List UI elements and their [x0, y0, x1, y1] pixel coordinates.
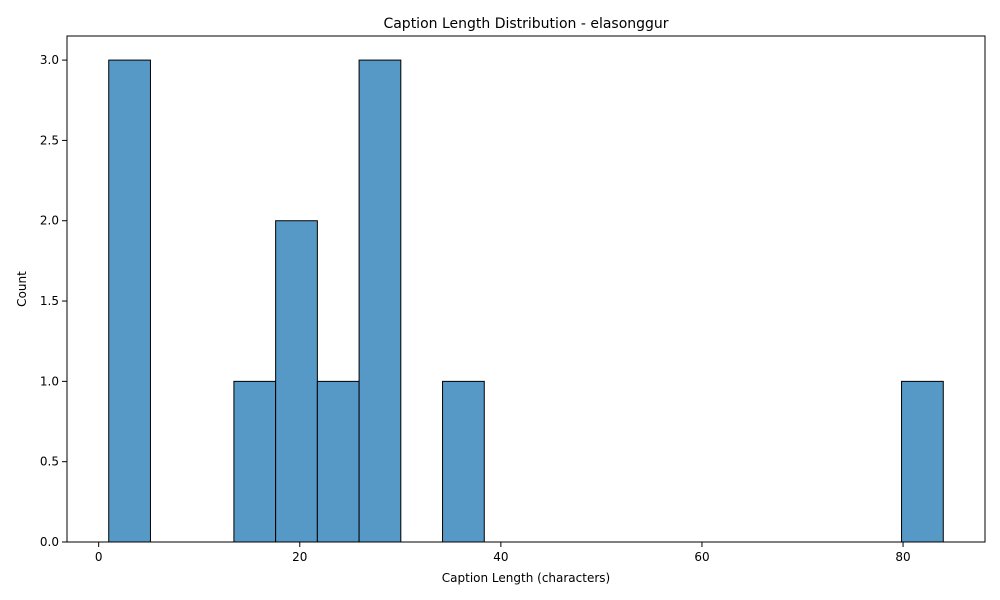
- y-tick-label-2: 1.0: [40, 374, 59, 388]
- y-tick-label-5: 2.5: [40, 133, 59, 147]
- x-tick-label-1: 20: [292, 550, 307, 564]
- x-tick-label-2: 40: [493, 550, 508, 564]
- histogram-bar-2: [275, 220, 318, 543]
- histogram-bar-3: [316, 380, 360, 543]
- x-tick-label-3: 60: [694, 550, 709, 564]
- plot-frame: [66, 35, 986, 543]
- x-tick-label-4: 80: [895, 550, 910, 564]
- y-tick-label-6: 3.0: [40, 53, 59, 67]
- bars-group: [108, 59, 944, 543]
- y-axis: 0.0 0.5 1.0 1.5 2.0 2.5 3.0: [40, 53, 67, 549]
- y-tick-label-1: 0.5: [40, 455, 59, 469]
- chart-title: Caption Length Distribution - elasonggur: [383, 16, 668, 32]
- y-axis-label: Count: [15, 271, 29, 307]
- histogram-bar-6: [901, 380, 944, 543]
- histogram-bar-5: [442, 380, 485, 543]
- x-axis-label: Caption Length (characters): [442, 571, 610, 585]
- x-axis: 0 20 40 60 80: [95, 542, 911, 564]
- histogram-bar-4: [358, 59, 402, 543]
- y-tick-label-3: 1.5: [40, 294, 59, 308]
- histogram-bar-1: [233, 380, 277, 543]
- y-tick-label-0: 0.0: [40, 535, 59, 549]
- x-tick-label-0: 0: [95, 550, 103, 564]
- y-tick-label-4: 2.0: [40, 214, 59, 228]
- histogram-bar-0: [108, 59, 151, 543]
